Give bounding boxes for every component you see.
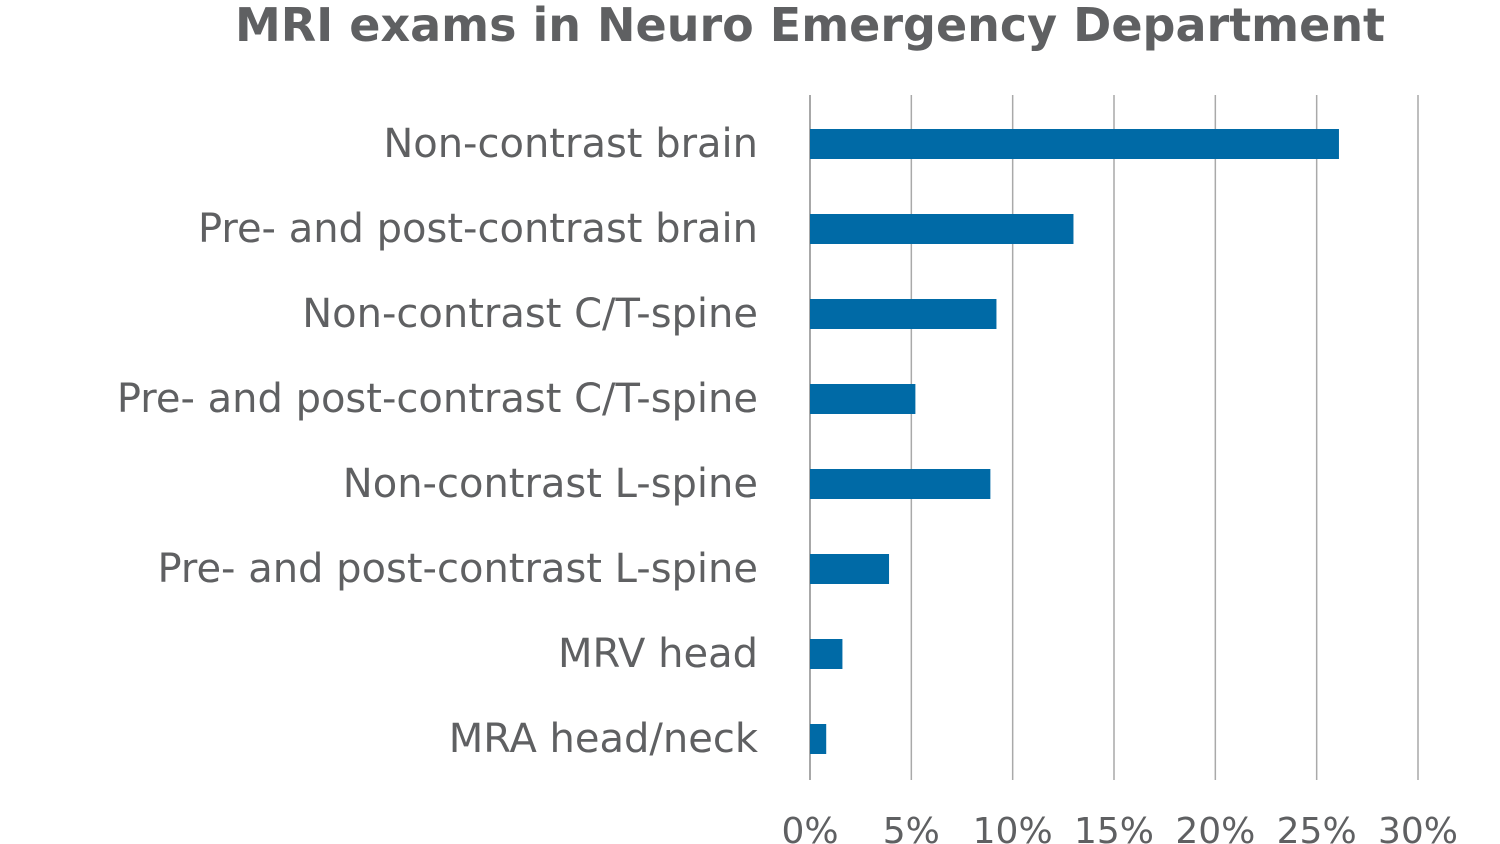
- category-label: MRV head: [558, 631, 758, 677]
- x-axis-ticks: 0% 5% 10% 15% 20% 25% 30%: [781, 811, 1458, 844]
- x-tick-label: 5%: [883, 811, 940, 844]
- bars: [810, 129, 1339, 754]
- bar: [810, 724, 827, 754]
- category-label: MRA head/neck: [449, 716, 759, 762]
- bar: [810, 639, 843, 669]
- bar: [810, 129, 1339, 159]
- bar: [810, 214, 1074, 244]
- bar: [810, 554, 890, 584]
- x-tick-label: 0%: [781, 811, 838, 844]
- bar: [810, 299, 997, 329]
- bar: [810, 384, 916, 414]
- category-label: Pre- and post-contrast brain: [198, 206, 758, 252]
- category-label: Non-contrast brain: [383, 121, 758, 167]
- bar: [810, 469, 991, 499]
- category-label: Non-contrast L-spine: [343, 461, 758, 507]
- gridlines: [910, 95, 1419, 780]
- chart-title: MRI exams in Neuro Emergency Department: [234, 0, 1386, 52]
- x-tick-label: 20%: [1175, 811, 1255, 844]
- category-labels: Non-contrast brain Pre- and post-contrast…: [117, 121, 759, 762]
- category-label: Non-contrast C/T-spine: [302, 291, 758, 337]
- x-tick-label: 25%: [1277, 811, 1357, 844]
- category-label: Pre- and post-contrast C/T-spine: [117, 376, 758, 422]
- x-tick-label: 30%: [1378, 811, 1458, 844]
- category-label: Pre- and post-contrast L-spine: [157, 546, 758, 592]
- x-tick-label: 10%: [973, 811, 1053, 844]
- x-tick-label: 15%: [1074, 811, 1154, 844]
